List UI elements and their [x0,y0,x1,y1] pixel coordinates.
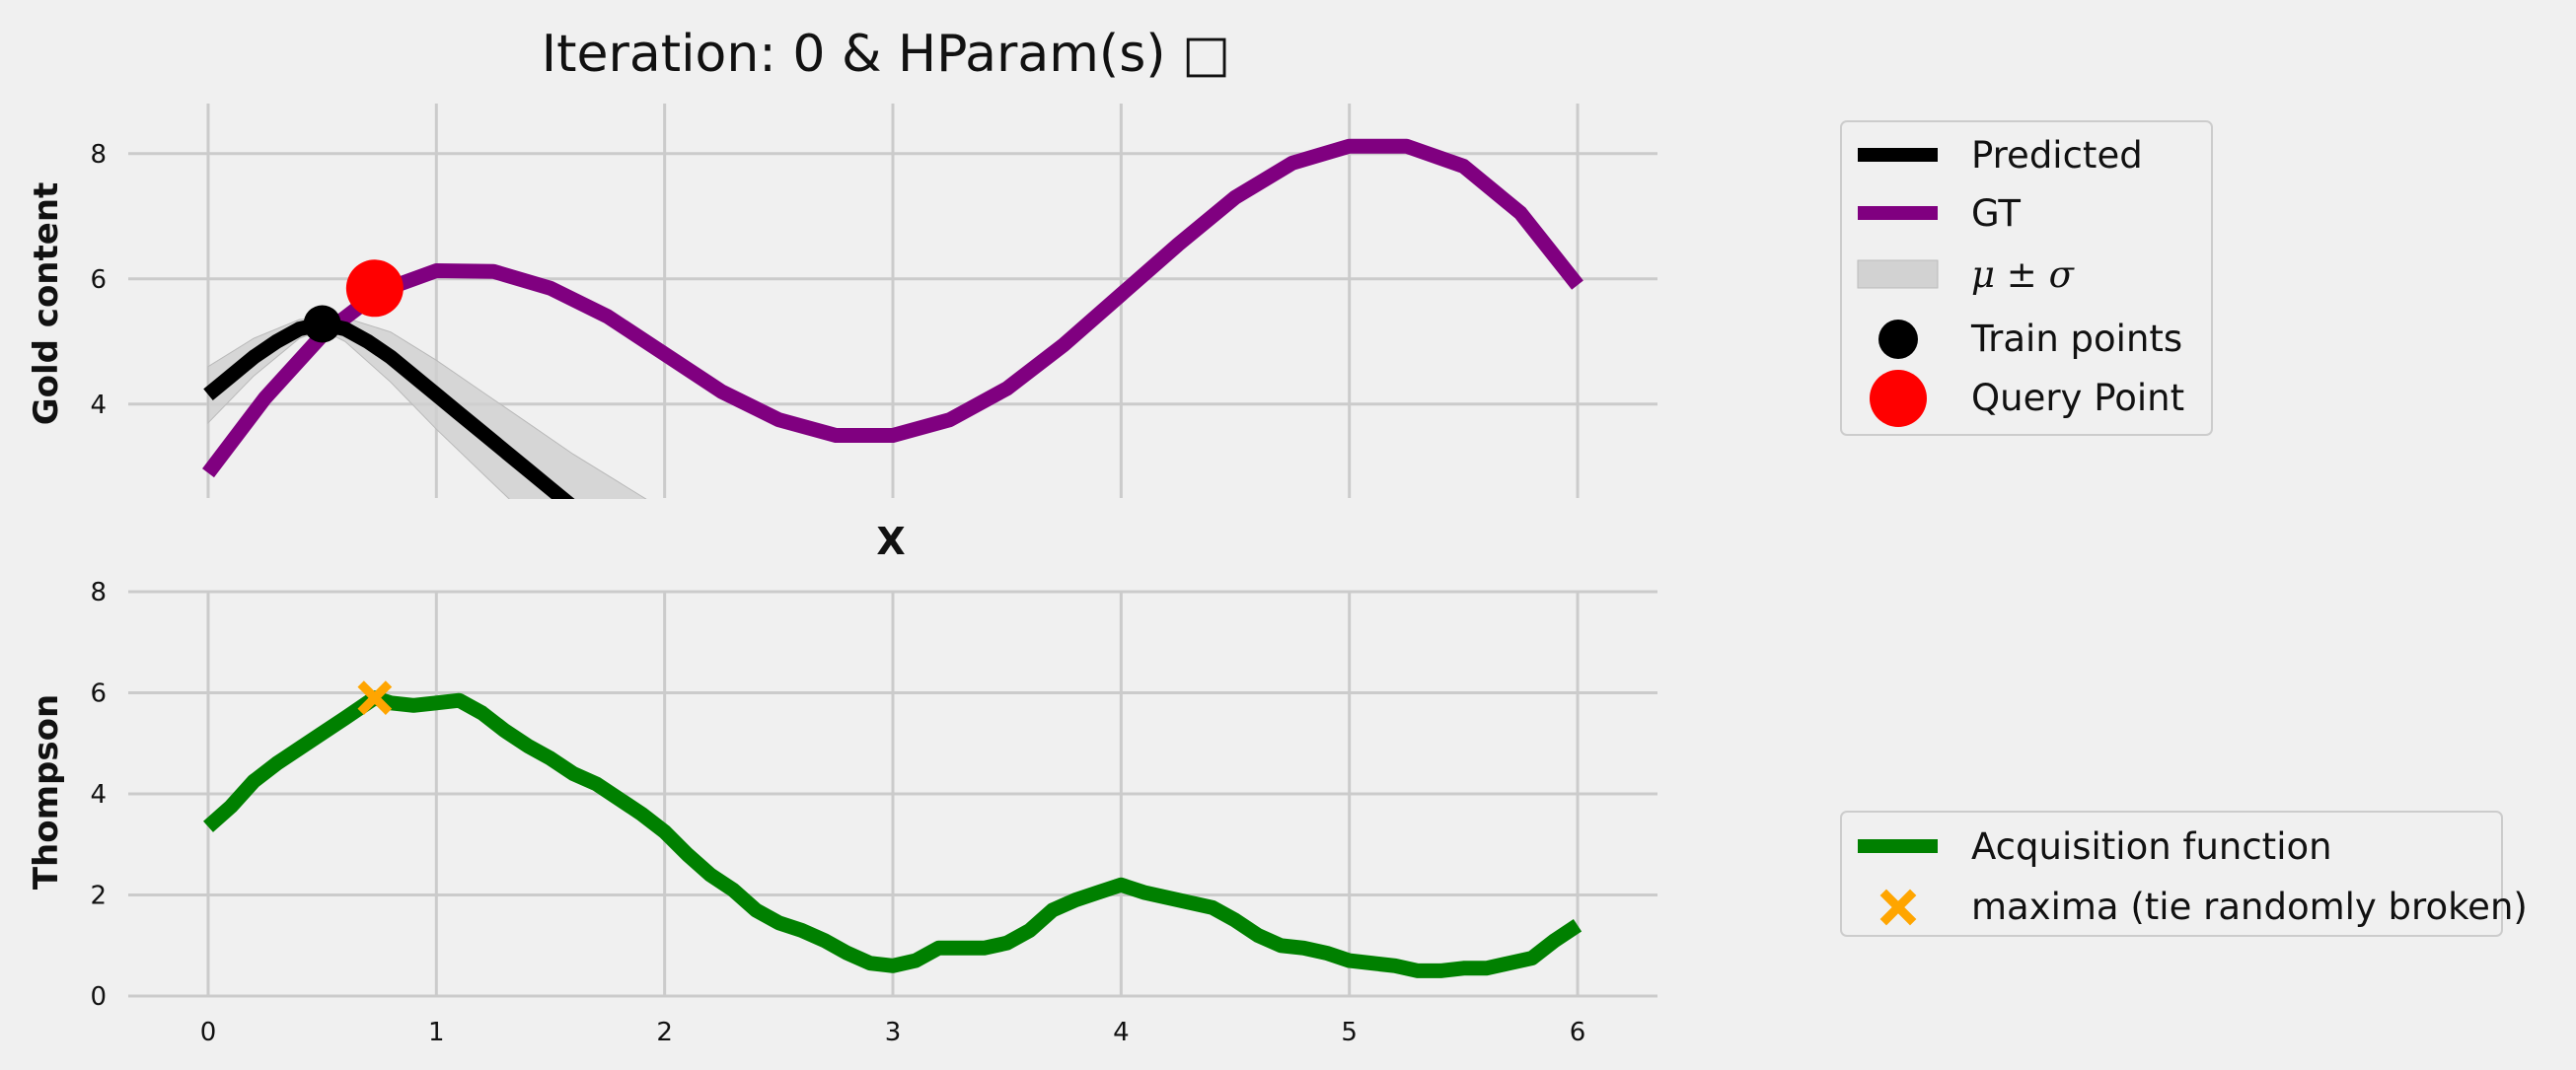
bottom-panel: 0 2 4 6 8 0 1 2 3 4 5 6 Thompson [27,578,1657,1047]
y-tick-label: 8 [90,578,107,607]
legend-acquisition-label: Acquisition function [1971,825,2332,868]
top-x-axis-label: X [876,520,905,563]
y-tick-label: 0 [90,982,107,1012]
legend-band-label: μ ± σ [1971,253,2076,296]
acquisition-line [203,690,1582,978]
query-point [345,259,404,318]
maxima-marker [357,680,393,715]
gt-line [202,138,1583,478]
bottom-grid [128,590,1657,998]
y-tick-label: 2 [90,882,107,911]
legend-band-swatch [1857,259,1939,289]
predicted-line [203,317,575,499]
x-tick-label: 1 [428,1018,445,1047]
legend-train-swatch [1878,320,1918,359]
x-tick-label: 0 [200,1018,217,1047]
top-y-ticks: 4 6 8 [90,140,107,420]
y-tick-label: 4 [90,780,107,810]
legend-maxima-label: maxima (tie randomly broken) [1971,886,2528,928]
legend-maxima-swatch [1879,889,1917,926]
top-data [202,138,1583,499]
chart-title: Iteration: 0 & HParam(s) □ [542,25,1231,84]
y-tick-label: 6 [90,679,107,709]
legend-train-label: Train points [1970,318,2182,360]
x-tick-label: 3 [885,1018,902,1047]
y-tick-label: 8 [90,140,107,170]
y-tick-label: 6 [90,265,107,295]
top-y-axis-label: Gold content [27,182,66,426]
legend-query-swatch [1870,370,1927,427]
legend-top: Predicted GT μ ± σ Train points Query Po… [1840,120,2213,436]
x-tick-label: 6 [1570,1018,1586,1047]
train-point [303,305,341,343]
bottom-y-axis-label: Thompson [27,694,66,890]
bottom-x-ticks: 0 1 2 3 4 5 6 [200,1018,1586,1047]
legend-predicted-label: Predicted [1971,134,2143,177]
bottom-y-ticks: 0 2 4 6 8 [90,578,107,1012]
x-tick-label: 2 [656,1018,673,1047]
y-tick-label: 4 [90,391,107,420]
bottom-data [203,680,1582,978]
legend-bottom: Acquisition function maxima (tie randoml… [1840,811,2528,937]
x-tick-label: 4 [1113,1018,1130,1047]
top-panel: Iteration: 0 & HParam(s) □ 4 6 8 Gold cont… [27,25,1657,563]
x-tick-label: 5 [1341,1018,1358,1047]
legend-gt-label: GT [1971,192,2021,235]
legend-query-label: Query Point [1971,377,2184,419]
